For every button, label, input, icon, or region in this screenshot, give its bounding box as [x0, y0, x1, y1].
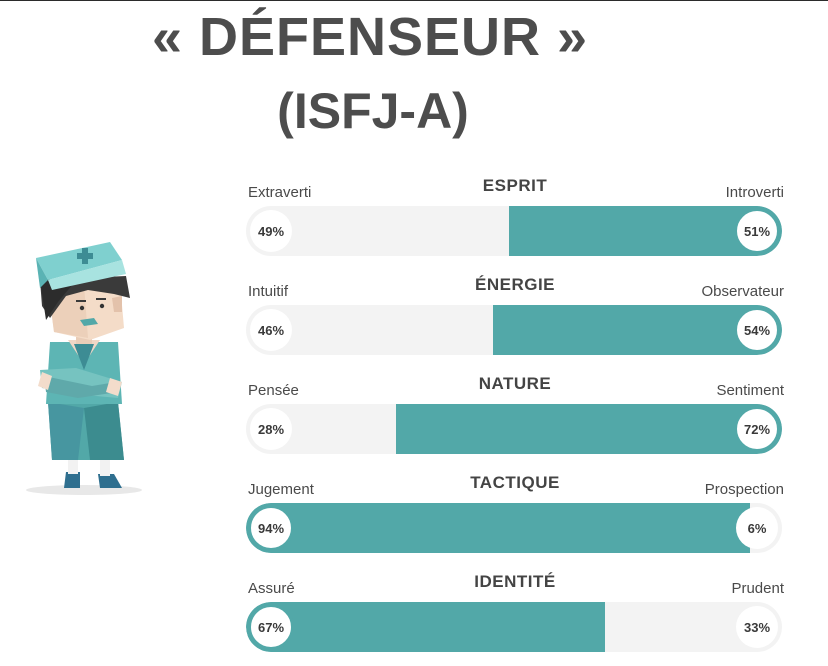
trait-right-percent: 33% [736, 606, 778, 648]
trait-left-percent: 49% [250, 210, 292, 252]
trait-bar-fill [246, 602, 606, 652]
trait-left-label: Extraverti [248, 184, 312, 201]
trait-nature: Pensée NATURE Sentiment 28% 72% [246, 374, 784, 468]
trait-left-percent: 94% [248, 505, 294, 551]
trait-right-label: Prudent [731, 580, 784, 597]
trait-category-label: TACTIQUE [470, 473, 560, 492]
trait-bar [246, 404, 782, 454]
trait-left-label: Assuré [248, 580, 295, 597]
trait-left-percent: 28% [250, 408, 292, 450]
trait-bar [246, 503, 782, 553]
trait-right-percent: 72% [734, 406, 780, 452]
trait-left-label: Intuitif [248, 283, 289, 300]
trait-bar [246, 602, 782, 652]
trait-tactique: Jugement TACTIQUE Prospection 94% 6% [246, 473, 784, 567]
trait-left-label: Jugement [248, 481, 314, 498]
page-title: « DÉFENSEUR » [151, 7, 589, 67]
trait-right-percent: 54% [734, 307, 780, 353]
trait-bar-fill [396, 404, 782, 454]
trait-right-label: Prospection [704, 481, 784, 498]
page-subtitle: (ISFJ-A) [277, 83, 469, 139]
trait-right-label: Introverti [725, 184, 784, 201]
nurse-character-illustration [18, 232, 148, 502]
trait-category-label: IDENTITÉ [474, 572, 556, 591]
trait-identite: Assuré IDENTITÉ Prudent 67% 33% [246, 572, 784, 666]
trait-category-label: ÉNERGIE [474, 275, 556, 294]
trait-right-label: Sentiment [716, 382, 784, 399]
trait-bar-fill [492, 305, 782, 355]
top-rule [0, 0, 828, 1]
trait-bar [246, 305, 782, 355]
trait-esprit: Extraverti ESPRIT Introverti 49% 51% [246, 176, 784, 270]
trait-bar [246, 206, 782, 256]
trait-category-label: NATURE [478, 374, 552, 393]
trait-left-percent: 67% [248, 604, 294, 650]
trait-bar-fill [246, 503, 750, 553]
trait-energie: Intuitif ÉNERGIE Observateur 46% 54% [246, 275, 784, 369]
trait-category-label: ESPRIT [482, 176, 548, 195]
trait-right-percent: 51% [734, 208, 780, 254]
trait-right-percent: 6% [736, 507, 778, 549]
trait-right-label: Observateur [701, 283, 784, 300]
trait-left-percent: 46% [250, 309, 292, 351]
trait-left-label: Pensée [248, 382, 299, 399]
